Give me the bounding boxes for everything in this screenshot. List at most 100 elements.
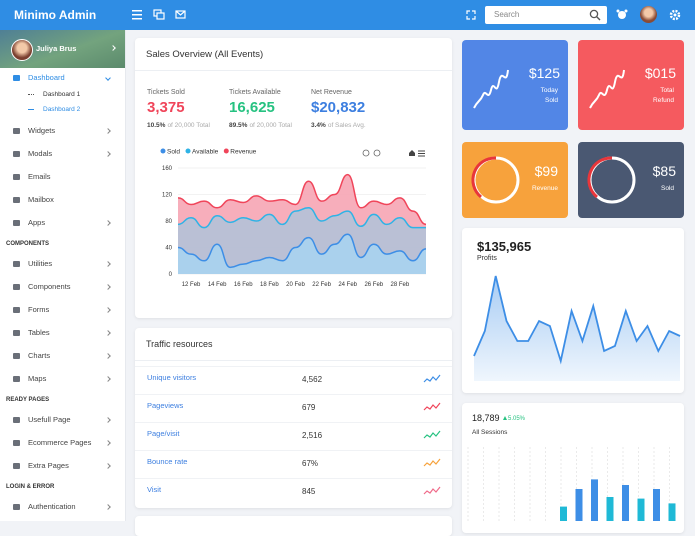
traffic-label[interactable]: Unique visitors [147,373,197,382]
divider [135,360,452,361]
bar [606,497,614,521]
menu-item[interactable]: Forms [28,305,50,314]
menu-item[interactable]: Tables [28,328,50,337]
menu-item[interactable]: Utilities [28,259,53,268]
y-tick-label: 0 [169,272,173,278]
x-tick-label: 20 Feb [286,282,305,288]
menu-item[interactable]: Mailbox [28,195,54,204]
stat-value: $20,832 [311,99,366,116]
sparkline-icon [423,486,441,495]
menu-icon [13,353,20,359]
card-title: Sales Overview (All Events) [146,49,264,60]
bar [560,506,567,521]
menu-icon [13,307,20,313]
search-box[interactable]: Search [485,6,607,24]
menu-icon [13,440,20,446]
sessions-value: 18,789 [472,413,500,423]
sparkline [473,69,509,109]
profile-avatar[interactable] [11,39,33,61]
menu-item[interactable]: Usefull Page [28,415,71,424]
notification-icon[interactable] [615,8,629,22]
menu-icon [13,197,20,203]
sparkline [423,430,441,439]
menu-item[interactable]: Authentication [28,502,76,511]
submenu-marker [28,109,34,111]
menu-item[interactable]: Modals [28,149,53,158]
profits-label: Profits [477,255,497,262]
x-tick-label: 12 Feb [182,282,201,288]
chevron [105,504,111,510]
sessions-label: All Sessions [472,429,508,436]
traffic-card: Traffic resources Unique visitors 4,562 Pag… [135,328,452,508]
card-value: $125 [528,65,560,81]
stat-sub: 3.4% of Sales Avg. [311,122,366,130]
traffic-label[interactable]: Page/visit [147,429,180,438]
legend-label: Available [192,149,219,156]
sales-card: Sales Overview (All Events) Tickets Sold 3… [135,38,452,318]
menu-item[interactable]: Emails [28,172,51,181]
stat-card[interactable]: $015 Total Refund [578,40,684,130]
row-divider [135,366,452,367]
chevron [105,151,111,157]
menu-item[interactable]: Ecommerce Pages [28,438,92,447]
settings-icon[interactable] [669,9,681,21]
sales-chart: Sold Available Revenue 0 40 80 120 160 12 Feb 14 … [160,148,427,288]
card-title: Traffic resources [146,339,213,349]
card-label: Sold [660,185,674,192]
top-icons[interactable] [130,8,190,22]
chevron [105,75,111,81]
stat-card[interactable]: $85 Sold [578,142,684,218]
y-tick-label: 160 [162,166,173,172]
chevron [105,463,111,469]
profile-name[interactable]: Juliya Brus [36,44,77,53]
menu-icon [13,504,20,510]
arrow-up [503,416,507,420]
row-divider [135,422,452,423]
x-tick-label: 24 Feb [338,282,357,288]
sparkline-icon [423,430,441,439]
card-label: Total [660,87,674,94]
menu-item[interactable]: Charts [28,351,51,360]
area [178,234,426,274]
stat-card[interactable]: $99 Revenue [462,142,568,218]
menu-item[interactable]: Widgets [28,126,56,135]
stat-value: 3,375 [147,99,185,116]
menu-icon [13,151,20,157]
x-tick-label: 26 Feb [364,282,383,288]
fullscreen-icon[interactable] [466,10,476,20]
menu-item[interactable]: Maps [28,374,47,383]
profits-chart [473,275,681,381]
sessions-card: 18,789 5.05% All Sessions [462,403,684,533]
menu-heading: READY PAGES [6,397,50,403]
search-icon[interactable] [589,9,601,21]
menu-item[interactable]: Dashboard [28,73,65,82]
stat-percent: 3.4% [311,122,326,129]
chevron [105,284,111,290]
legend-label: Revenue [230,149,256,156]
menu-item[interactable]: Apps [28,218,46,227]
line [177,233,427,269]
chevron [105,330,111,336]
chevron [105,353,111,359]
bottom-card [135,516,452,536]
chevron [105,261,111,267]
menu-item[interactable]: Components [28,282,71,291]
stat-card[interactable]: $125 Today Sold [462,40,568,130]
stat-value: 16,625 [229,99,275,116]
stat-sub: 10.5% of 20,000 Total [147,122,210,130]
chevron [105,376,111,382]
menu-icon [13,376,20,382]
menu-heading: LOGIN & ERROR [6,484,55,490]
avatar[interactable] [640,6,657,23]
traffic-label[interactable]: Bounce rate [147,457,188,466]
card-value: $99 [534,163,558,179]
traffic-label[interactable]: Visit [147,485,162,494]
card-graphic [589,69,625,109]
traffic-label[interactable]: Pageviews [147,401,184,410]
submenu-item[interactable]: Dashboard 1 [43,91,81,98]
stat-note: of 20,000 Total [167,122,210,129]
submenu-item[interactable]: Dashboard 2 [43,106,81,113]
row-divider [135,478,452,479]
menu-item[interactable]: Extra Pages [28,461,69,470]
chevron [105,440,111,446]
